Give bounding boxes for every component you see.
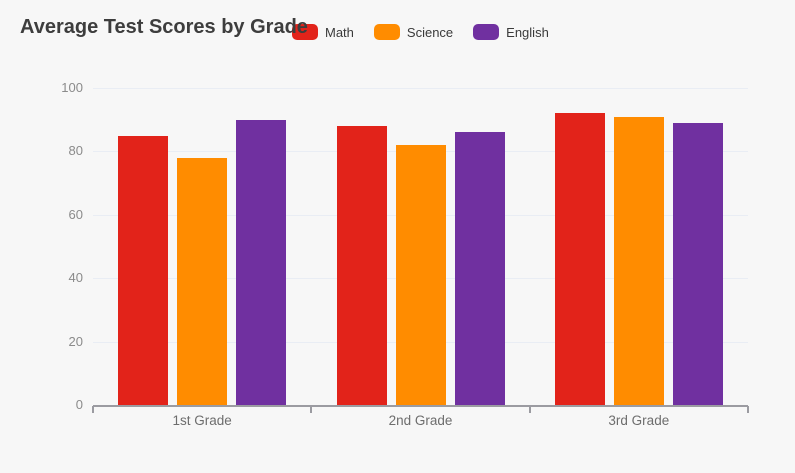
legend-item-english[interactable]: English xyxy=(473,24,549,40)
y-axis-tick-label-20: 20 xyxy=(68,333,83,349)
y-axis-tick-label-60: 60 xyxy=(68,206,83,222)
x-axis-category-label-3rd-grade: 3rd Grade xyxy=(608,413,670,428)
bar-english-1st-grade xyxy=(236,119,287,405)
legend-swatch-icon xyxy=(292,24,318,40)
y-axis-tick-label-0: 0 xyxy=(75,397,83,412)
bar-english-2nd-grade xyxy=(454,132,505,405)
x-axis-line xyxy=(93,405,748,407)
x-axis-tick xyxy=(92,406,94,413)
legend-swatch-icon xyxy=(373,24,400,40)
legend-swatch-icon xyxy=(473,24,500,40)
bar-english-3rd-grade xyxy=(672,122,723,405)
x-axis-tick xyxy=(528,406,531,413)
legend-item-science[interactable]: Science xyxy=(373,24,454,40)
bar-science-3rd-grade xyxy=(613,116,664,405)
x-axis-tick xyxy=(310,406,313,413)
y-axis-tick-label-80: 80 xyxy=(68,143,83,159)
legend-item-label: English xyxy=(506,24,549,40)
y-axis-tick-label-40: 40 xyxy=(68,270,83,286)
chart-title: Average Test Scores by Grade xyxy=(20,16,308,38)
bar-science-1st-grade xyxy=(177,157,228,405)
gridline-100 xyxy=(93,88,748,89)
legend-item-label: Science xyxy=(406,24,454,40)
legend-item-math[interactable]: Math xyxy=(292,24,354,40)
legend: Math Science English xyxy=(292,24,549,40)
bar-math-2nd-grade xyxy=(336,126,387,405)
bar-math-3rd-grade xyxy=(554,113,605,405)
bar-science-2nd-grade xyxy=(395,145,446,405)
bar-math-1st-grade xyxy=(118,135,169,405)
x-axis-category-label-2nd-grade: 2nd Grade xyxy=(388,413,453,428)
x-axis-tick xyxy=(747,406,749,413)
legend-item-label: Math xyxy=(325,24,354,40)
x-axis-category-label-1st-grade: 1st Grade xyxy=(172,413,232,428)
y-axis-tick-label-100: 100 xyxy=(61,80,83,95)
